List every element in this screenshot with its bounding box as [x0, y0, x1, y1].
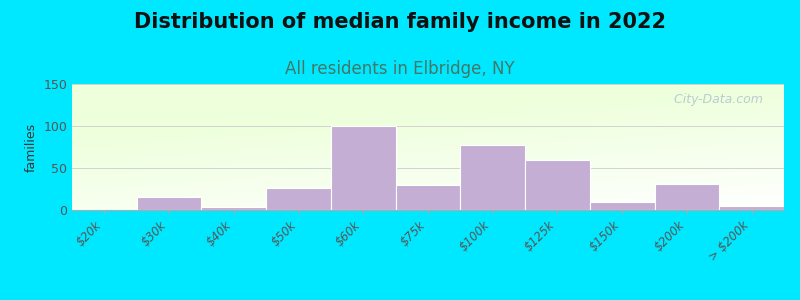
Bar [590, 202, 654, 210]
Bar [137, 197, 202, 210]
Text: City-Data.com: City-Data.com [666, 93, 762, 106]
Bar [654, 184, 719, 210]
Bar [460, 145, 525, 210]
Bar [525, 160, 590, 210]
Text: All residents in Elbridge, NY: All residents in Elbridge, NY [285, 60, 515, 78]
Bar [396, 185, 460, 210]
Bar [202, 207, 266, 210]
Y-axis label: families: families [25, 122, 38, 172]
Bar [266, 188, 331, 210]
Bar [331, 126, 396, 210]
Text: Distribution of median family income in 2022: Distribution of median family income in … [134, 12, 666, 32]
Bar [719, 206, 784, 210]
